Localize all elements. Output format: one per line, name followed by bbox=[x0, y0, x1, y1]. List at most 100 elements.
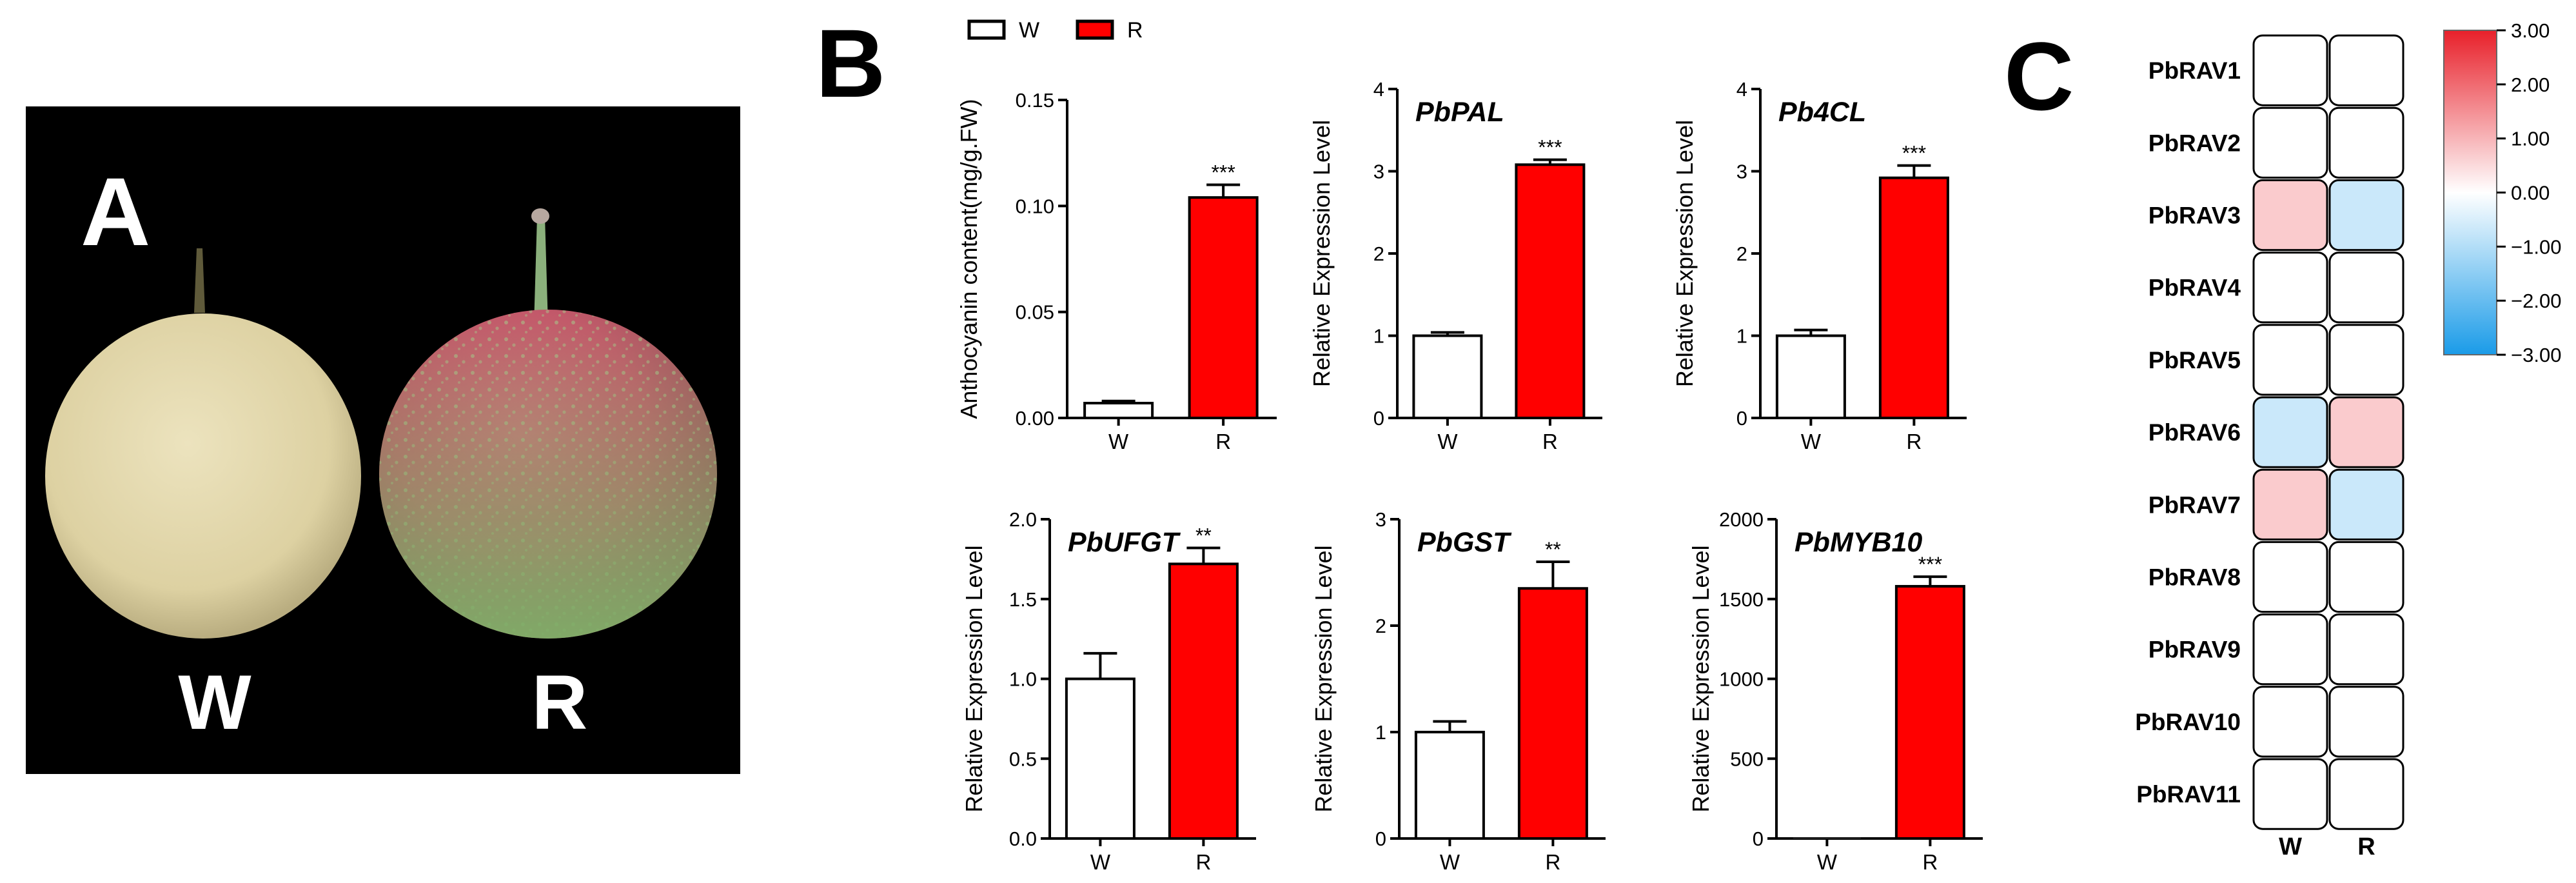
y-tick-label: 0.10 bbox=[1016, 195, 1054, 217]
y-tick-label: 1 bbox=[1375, 721, 1386, 744]
y-axis-label: Relative Expression Level bbox=[1308, 120, 1335, 387]
bar-w bbox=[1083, 401, 1154, 420]
heatmap-row-label: PbRAV6 bbox=[2148, 419, 2241, 446]
legend-swatch-r bbox=[1076, 19, 1114, 40]
y-tick-label: 3 bbox=[1373, 161, 1384, 183]
heatmap-col-label: W bbox=[2279, 833, 2302, 860]
colorbar-gradient bbox=[2443, 30, 2497, 355]
heatmap-cell bbox=[2252, 34, 2328, 106]
y-tick-label: 2 bbox=[1373, 243, 1384, 265]
x-tick-label: R bbox=[1922, 850, 1938, 874]
colorbar-tick-label: 1.00 bbox=[2511, 128, 2550, 150]
white-fruit-label: W bbox=[178, 659, 251, 746]
x-tick-label: W bbox=[1090, 850, 1111, 874]
white-pear bbox=[45, 248, 361, 639]
y-tick-label: 1.5 bbox=[1009, 588, 1037, 611]
heatmap-row-label: PbRAV11 bbox=[2136, 781, 2241, 808]
bar-w bbox=[1065, 677, 1136, 840]
heatmap-cell bbox=[2252, 758, 2328, 830]
y-tick-label: 0 bbox=[1736, 407, 1747, 430]
red-fruit-label: R bbox=[532, 659, 588, 746]
colorbar-tick-label: −1.00 bbox=[2511, 235, 2561, 258]
colorbar-tick-label: 0.00 bbox=[2511, 182, 2550, 204]
significance-mark: *** bbox=[1538, 136, 1562, 159]
panel-a-photo: A W R bbox=[26, 106, 740, 774]
heatmap-row-label: PbRAV8 bbox=[2148, 564, 2241, 591]
colorbar-tick-label: 3.00 bbox=[2511, 19, 2550, 42]
x-tick-label: W bbox=[1817, 850, 1838, 874]
heatmap-col-label: R bbox=[2357, 833, 2375, 860]
heatmap-cell bbox=[2252, 686, 2328, 758]
red-pear-stem bbox=[534, 216, 548, 326]
red-pear-stem-tip bbox=[531, 208, 549, 224]
y-tick-label: 3 bbox=[1736, 161, 1747, 183]
x-tick-label: W bbox=[1801, 430, 1822, 453]
bar-w bbox=[1775, 334, 1846, 419]
heatmap-row-label: PbRAV3 bbox=[2148, 203, 2241, 229]
y-axis-label: Relative Expression Level bbox=[1671, 120, 1698, 387]
significance-mark: ** bbox=[1545, 538, 1561, 561]
heatmap-row-label: PbRAV5 bbox=[2148, 347, 2241, 373]
heatmap-colorbar: 3.00 2.00 1.00 0.00 −1.00 −2.00 −3.00 bbox=[2443, 19, 2561, 366]
x-tick-label: R bbox=[1542, 430, 1558, 453]
white-pear-body bbox=[45, 313, 361, 639]
chart-title: Pb4CL bbox=[1778, 97, 1866, 128]
significance-mark: *** bbox=[1918, 553, 1942, 576]
x-tick-label: R bbox=[1195, 850, 1211, 874]
heatmap-cell bbox=[2328, 324, 2404, 396]
y-tick-label: 0.15 bbox=[1016, 89, 1054, 112]
y-tick-label: 4 bbox=[1373, 78, 1384, 101]
heatmap-cell bbox=[2328, 252, 2404, 324]
significance-mark: ** bbox=[1195, 524, 1212, 548]
x-tick-label: R bbox=[1215, 430, 1231, 453]
y-axis-label: Relative Expression Level bbox=[961, 545, 987, 812]
y-tick-label: 1 bbox=[1373, 325, 1384, 348]
heatmap-cell bbox=[2328, 758, 2404, 830]
y-axis-label: Relative Expression Level bbox=[1310, 545, 1337, 812]
significance-mark: *** bbox=[1902, 142, 1926, 165]
chart-title: PbUFGT bbox=[1068, 527, 1181, 558]
heatmap-cell bbox=[2328, 468, 2404, 541]
panel-c-label: C bbox=[2004, 22, 2074, 130]
heatmap-cell bbox=[2252, 179, 2328, 252]
colorbar-tick-label: 2.00 bbox=[2511, 74, 2550, 96]
heatmap-cell bbox=[2252, 541, 2328, 613]
heatmap-cell bbox=[2252, 613, 2328, 686]
chart-title: PbGST bbox=[1417, 527, 1512, 558]
heatmap-cell bbox=[2252, 106, 2328, 179]
chart-title: PbPAL bbox=[1415, 97, 1504, 128]
panel-b-legend: W R bbox=[967, 18, 1143, 43]
y-tick-label: 0.00 bbox=[1016, 407, 1054, 430]
legend-label-w: W bbox=[1019, 18, 1039, 43]
panel-a-label: A bbox=[81, 157, 150, 266]
y-tick-label: 0.05 bbox=[1016, 301, 1054, 324]
x-tick-label: W bbox=[1440, 850, 1460, 874]
heatmap-row-label: PbRAV9 bbox=[2148, 637, 2241, 663]
bar-r bbox=[1168, 562, 1239, 840]
y-tick-label: 2 bbox=[1736, 243, 1747, 265]
bar-r bbox=[1188, 196, 1259, 419]
y-axis-label: Relative Expression Level bbox=[1687, 545, 1714, 812]
x-tick-label: R bbox=[1545, 850, 1560, 874]
heatmap-cell bbox=[2252, 468, 2328, 541]
heatmap-row-label: PbRAV7 bbox=[2148, 491, 2241, 518]
heatmap-row-label: PbRAV10 bbox=[2135, 709, 2241, 735]
red-pear-green-base bbox=[379, 310, 717, 639]
bar-w bbox=[1412, 334, 1483, 419]
bar-chart-pbgst: 0 1 2 3 Relative Expression Level PbGST W ** R bbox=[1310, 508, 1606, 874]
x-tick-label: W bbox=[1437, 430, 1458, 453]
heatmap-cell bbox=[2328, 106, 2404, 179]
heatmap-row-label: PbRAV1 bbox=[2148, 57, 2241, 84]
colorbar-tick-label: −2.00 bbox=[2511, 290, 2561, 312]
heatmap-cell bbox=[2328, 179, 2404, 252]
heatmap-cell bbox=[2328, 686, 2404, 758]
legend-swatch-w bbox=[967, 19, 1006, 40]
bar-r bbox=[1894, 584, 1965, 840]
y-tick-label: 4 bbox=[1736, 78, 1747, 101]
bar-chart-pbufgt: 0.0 0.5 1.0 1.5 2.0 Relative Expression Level… bbox=[961, 508, 1256, 874]
legend-label-r: R bbox=[1127, 18, 1143, 43]
heatmap-pbrav: PbRAV1 PbRAV2 PbRAV3 PbRAV4 PbRAV5 PbRAV6 PbRA… bbox=[2135, 34, 2404, 860]
heatmap-cell bbox=[2328, 396, 2404, 468]
